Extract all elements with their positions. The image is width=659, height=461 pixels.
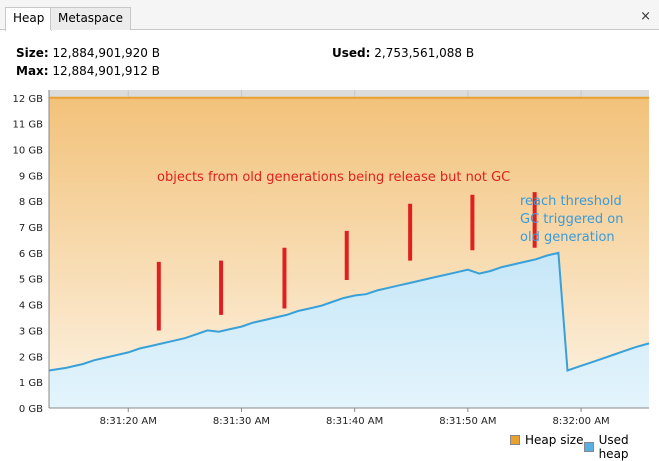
x-tick-label: 8:31:30 AM (213, 416, 270, 427)
heap-chart: 0 GB 1 GB 2 GB 3 GB 4 GB 5 GB 6 GB 7 GB 8 GB 9 GB… (12, 90, 650, 427)
annotation-bars (156, 192, 537, 331)
annotation-right-line3: old generation (520, 230, 615, 245)
y-tick-label: 4 GB (19, 301, 43, 312)
y-tick-label: 10 GB (12, 145, 43, 156)
y-tick-label: 6 GB (19, 249, 43, 260)
y-tick-label: 3 GB (19, 326, 43, 337)
tab-metaspace[interactable]: Metaspace (50, 7, 131, 30)
x-tick-label: 8:31:40 AM (326, 416, 383, 427)
y-tick-label: 0 GB (19, 404, 43, 415)
annotation-top-text: objects from old generations being relea… (157, 170, 510, 185)
x-tick-label: 8:32:00 AM (552, 416, 609, 427)
used-heap-line (48, 251, 650, 372)
y-tick-label: 5 GB (19, 275, 43, 286)
heap-size-swatch (510, 435, 520, 445)
max-row: Max: 12,884,901,912 B (16, 62, 160, 80)
size-label: Size: (16, 46, 49, 60)
y-axis: 0 GB 1 GB 2 GB 3 GB 4 GB 5 GB 6 GB 7 GB 8 GB 9 GB… (12, 90, 50, 415)
x-tick-label: 8:31:20 AM (100, 416, 157, 427)
y-tick-label: 9 GB (19, 171, 43, 182)
y-tick-label: 8 GB (19, 197, 43, 208)
y-tick-label: 1 GB (19, 378, 43, 389)
x-axis: 8:31:20 AM 8:31:30 AM 8:31:40 AM 8:31:50 AM… (49, 407, 649, 427)
legend-used-heap: Used heap (584, 433, 659, 461)
size-row: Size: 12,884,901,920 B (16, 44, 160, 62)
used-label: Used: (332, 46, 371, 60)
max-value: 12,884,901,912 B (52, 64, 160, 78)
tab-bar: Heap Metaspace × (0, 0, 659, 31)
y-tick-label: 2 GB (19, 352, 43, 363)
used-stats: Used: 2,753,561,088 B (332, 44, 474, 62)
used-row: Used: 2,753,561,088 B (332, 44, 474, 62)
chart-areas (48, 96, 650, 408)
annotation-right-line2: GC triggered on (520, 212, 623, 227)
y-tick-label: 11 GB (12, 120, 43, 131)
close-icon[interactable]: × (640, 9, 651, 24)
annotation-right-line1: reach threshold (520, 194, 622, 209)
size-value: 12,884,901,920 B (52, 46, 160, 60)
y-tick-label: 12 GB (12, 94, 43, 105)
used-value: 2,753,561,088 B (374, 46, 475, 60)
legend-heap-size: Heap size (510, 433, 583, 447)
y-tick-label: 7 GB (19, 223, 43, 234)
x-tick-label: 8:31:50 AM (439, 416, 496, 427)
heap-size-stats: Size: 12,884,901,920 B Max: 12,884,901,9… (16, 44, 160, 80)
legend-heap-size-label: Heap size (525, 433, 584, 447)
tab-heap[interactable]: Heap (5, 7, 53, 31)
used-heap-area (49, 252, 649, 408)
legend-used-heap-label: Used heap (598, 433, 629, 461)
max-label: Max: (16, 64, 49, 78)
